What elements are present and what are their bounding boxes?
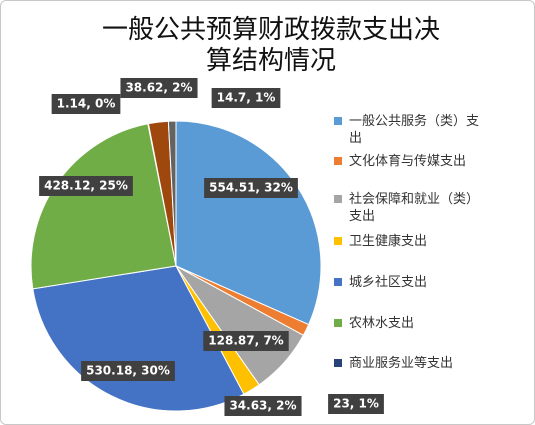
data-label-bg [224, 396, 302, 416]
legend-item: 社会保障和就业（类）支出 [334, 191, 485, 225]
legend-swatch [334, 237, 342, 245]
data-label-bg [81, 361, 175, 381]
legend-item: 商业服务业等支出 [334, 355, 485, 372]
legend-label: 城乡社区支出 [349, 275, 428, 290]
legend-item: 城乡社区支出 [334, 274, 485, 291]
data-label-bg [120, 78, 198, 98]
pie-slice [167, 120, 177, 267]
data-label-bg [51, 94, 121, 114]
data-label: 428.12, 25% [44, 179, 128, 193]
legend-item: 一般公共服务（类）支出 [334, 113, 485, 147]
data-label: 23, 1% [333, 397, 379, 411]
data-label: 530.18, 30% [86, 364, 170, 378]
legend-label: 农林水支出 [349, 316, 415, 331]
legend-label: 文化体育与传媒支出 [349, 154, 467, 169]
data-label: 34.63, 2% [229, 399, 296, 413]
legend-label: 一般公共服务（类）支出 [349, 114, 480, 146]
legend-item: 文化体育与传媒支出 [334, 153, 485, 170]
legend-item: 农林水支出 [334, 315, 485, 332]
legend-item: 卫生健康支出 [334, 233, 485, 250]
legend-swatch [334, 278, 342, 286]
data-label-bg [39, 176, 133, 196]
data-label: 128.87, 7% [208, 334, 283, 348]
legend-swatch [334, 117, 342, 125]
legend-swatch [334, 359, 342, 367]
legend-label: 商业服务业等支出 [349, 356, 454, 371]
data-label: 14.7, 1% [217, 91, 276, 105]
legend-label: 社会保障和就业（类）支出 [349, 192, 480, 224]
data-label-bg [204, 178, 298, 198]
legend-swatch [334, 319, 342, 327]
data-label-bg [203, 331, 289, 351]
data-label-bg [211, 88, 281, 108]
chart-title: 一般公共预算财政拨款支出决算结构情况 [101, 15, 440, 76]
legend-swatch [334, 195, 342, 203]
data-label: 1.14, 0% [57, 97, 116, 111]
data-label: 554.51, 32% [209, 181, 293, 195]
data-label-bg [328, 394, 384, 414]
data-label: 38.62, 2% [125, 81, 192, 95]
legend-label: 卫生健康支出 [349, 234, 428, 249]
legend-swatch [334, 157, 342, 165]
